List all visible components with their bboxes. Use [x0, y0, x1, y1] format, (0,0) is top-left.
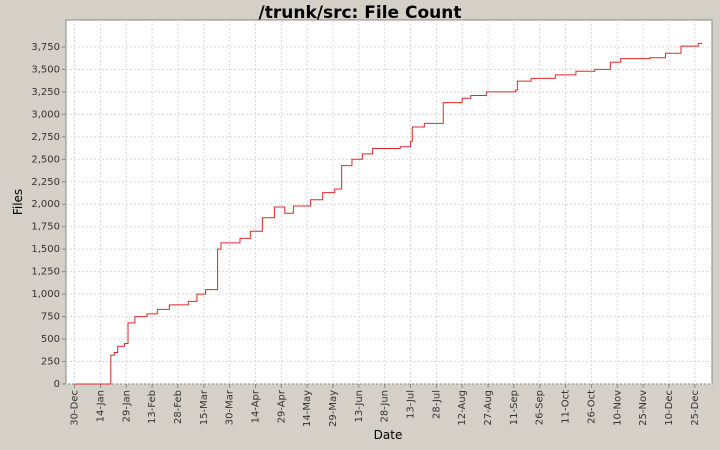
- x-tick-label: 29-May: [328, 390, 339, 427]
- x-tick-label: 28-Jun: [380, 390, 391, 423]
- y-tick-label: 3,750: [31, 42, 60, 53]
- y-tick-label: 0: [54, 379, 60, 390]
- y-tick-label: 1,000: [31, 289, 60, 300]
- y-tick-label: 500: [41, 334, 60, 345]
- x-tick-label: 14-Apr: [250, 389, 261, 423]
- x-tick-label: 30-Mar: [225, 389, 236, 425]
- y-axis-title: Files: [11, 189, 25, 215]
- x-tick-label: 29-Jan: [121, 390, 132, 422]
- x-tick-label: 25-Nov: [638, 390, 649, 426]
- y-tick-label: 2,000: [31, 199, 60, 210]
- y-tick-label: 3,500: [31, 64, 60, 75]
- y-tick-label: 1,250: [31, 267, 60, 278]
- x-axis-title: Date: [374, 428, 403, 442]
- x-tick-label: 30-Dec: [70, 390, 81, 426]
- x-tick-label: 10-Nov: [612, 390, 623, 426]
- chart-title: /trunk/src: File Count: [259, 3, 462, 23]
- y-tick-label: 2,750: [31, 132, 60, 143]
- x-tick-label: 13-Jul: [406, 390, 417, 419]
- x-tick-label: 27-Aug: [483, 390, 494, 426]
- x-tick-label: 28-Feb: [173, 390, 184, 424]
- x-tick-label: 26-Sep: [535, 390, 546, 425]
- x-tick-label: 13-Jun: [354, 390, 365, 423]
- x-tick-label: 11-Sep: [509, 390, 520, 425]
- x-tick-label: 29-Apr: [276, 389, 287, 423]
- x-tick-label: 10-Dec: [664, 390, 675, 426]
- y-tick-label: 250: [41, 357, 60, 368]
- y-tick-label: 3,000: [31, 109, 60, 120]
- data-line: [74, 42, 703, 385]
- x-tick-label: 14-May: [302, 390, 313, 427]
- y-tick-label: 2,250: [31, 177, 60, 188]
- x-tick-label: 15-Mar: [199, 389, 210, 425]
- y-tick-label: 2,500: [31, 154, 60, 165]
- x-tick-label: 11-Oct: [561, 390, 572, 424]
- x-tick-label: 28-Jul: [431, 390, 442, 419]
- x-tick-label: 26-Oct: [586, 390, 597, 424]
- y-tick-label: 1,750: [31, 222, 60, 233]
- y-tick-label: 750: [41, 312, 60, 323]
- y-tick-label: 3,250: [31, 87, 60, 98]
- y-tick-label: 1,500: [31, 244, 60, 255]
- x-tick-label: 13-Feb: [147, 390, 158, 424]
- x-tick-label: 14-Jan: [95, 390, 106, 422]
- x-tick-label: 12-Aug: [457, 390, 468, 426]
- plot-area: [65, 19, 713, 385]
- x-tick-label: 25-Dec: [690, 390, 701, 426]
